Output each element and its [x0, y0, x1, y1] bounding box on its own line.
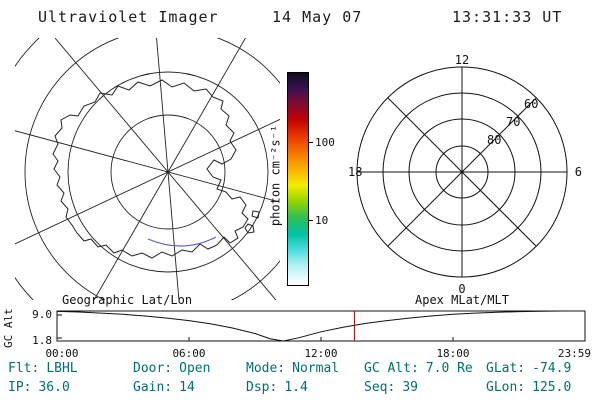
mlt-label-0: 0: [458, 282, 465, 296]
colorbar-tick-10: 10: [315, 214, 329, 227]
ytick-1-8: 1.8: [32, 334, 52, 347]
polar-labels: 12 0 18 6 60 70 80: [348, 53, 582, 296]
geographic-map-panel: [15, 38, 280, 300]
status-door: Door: Open: [133, 361, 211, 376]
strip-chart-ticks: [57, 314, 454, 341]
mlat-ring-70: 70: [506, 115, 520, 129]
mlt-label-6: 6: [575, 165, 582, 179]
status-mode: Mode: Normal: [246, 361, 340, 376]
status-gc-alt: GC Alt: 7.0 Re: [364, 361, 473, 376]
polar-panel-caption: Apex MLat/MLT: [415, 293, 509, 307]
time-display: 13:31:33 UT: [452, 8, 563, 26]
status-glon: GLon: 125.0: [486, 380, 572, 395]
mlat-ring-60: 60: [524, 97, 538, 111]
mlat-ring-80: 80: [487, 133, 501, 147]
colorbar-units-label: photon cm⁻²s⁻¹: [268, 124, 283, 227]
strip-chart-labels: 9.0 1.8 GC Alt 00:00 06:00 12:00 18:00 2…: [2, 308, 591, 360]
mlt-label-18: 18: [348, 165, 362, 179]
app-title: Ultraviolet Imager: [38, 8, 219, 26]
gc-alt-curve: [56, 310, 585, 342]
status-glat: GLat: -74.9: [486, 361, 572, 376]
antarctica-coastline: [52, 79, 249, 259]
xtick-2359: 23:59: [558, 347, 591, 360]
gc-alt-strip-chart: 9.0 1.8 GC Alt 00:00 06:00 12:00 18:00 2…: [2, 308, 591, 360]
status-row-2: IP: 36.0 Gain: 14 Dsp: 1.4 Seq: 39 GLon: 125.…: [0, 105, 600, 395]
colorbar-tick-100: 100: [315, 136, 335, 149]
status-row-1: Flt: LBHL Door: Open Mode: Normal GC Alt: 7.…: [0, 0, 600, 376]
xtick-1200: 12:00: [304, 347, 337, 360]
ytick-9: 9.0: [32, 308, 52, 321]
xtick-0600: 06:00: [172, 347, 205, 360]
terminator-arc: [147, 236, 217, 247]
status-dsp: Dsp: 1.4: [246, 380, 308, 395]
status-ip: IP: 36.0: [8, 380, 70, 395]
status-gain: Gain: 14: [133, 380, 195, 395]
polar-spokes: [357, 67, 567, 277]
map-panel-caption: Geographic Lat/Lon: [62, 293, 193, 307]
mlt-label-12: 12: [455, 53, 469, 67]
map-graticule: [15, 38, 280, 300]
ylabel-gc-alt: GC Alt: [2, 308, 15, 348]
colorbar-tick-100-mark: [308, 142, 313, 143]
polar-grid-panel: 12 0 18 6 60 70 80: [348, 53, 582, 296]
status-flt: Flt: LBHL: [8, 361, 78, 376]
colorbar-gradient: [287, 72, 309, 286]
xtick-0000: 00:00: [45, 347, 78, 360]
coastal-island: [244, 210, 260, 234]
colorbar-tick-10-mark: [308, 220, 313, 221]
xtick-1800: 18:00: [436, 347, 469, 360]
status-seq: Seq: 39: [364, 380, 418, 395]
date-display: 14 May 07: [272, 8, 363, 26]
